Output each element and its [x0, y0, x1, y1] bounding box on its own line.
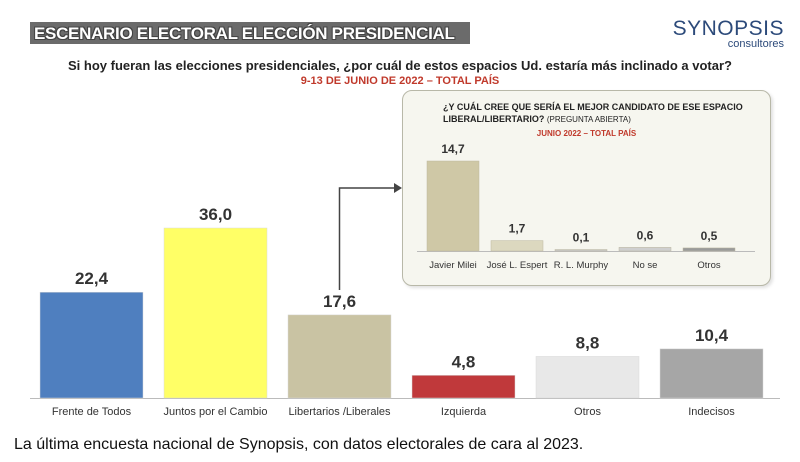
data-label: 8,8 [576, 333, 600, 352]
title-banner-text: ESCENARIO ELECTORAL ELECCIÓN PRESIDENCIA… [34, 24, 455, 43]
survey-dates: 9-13 DE JUNIO DE 2022 – TOTAL PAÍS [300, 75, 500, 87]
survey-question: Si hoy fueran las elecciones presidencia… [68, 58, 732, 73]
brand-subtitle: consultores [727, 38, 784, 50]
inset-data-label: 0,5 [701, 229, 718, 243]
inset-bar-chart: 14,7 Javier Milei 1,7 José L. Espert 0,1 R. L… [417, 142, 755, 271]
category-label: Juntos por el Cambio [164, 406, 268, 418]
inset-data-label: 1,7 [509, 222, 526, 236]
inset-category-label: R. L. Murphy [554, 260, 609, 271]
data-label: 22,4 [75, 269, 109, 288]
title-banner [30, 22, 470, 44]
bar [287, 314, 392, 399]
inset-data-label: 0,6 [637, 228, 654, 242]
data-label: 4,8 [452, 352, 476, 371]
data-label: 36,0 [199, 205, 232, 224]
bar [535, 356, 640, 399]
inset-dates: JUNIO 2022 – TOTAL PAÍS [536, 129, 637, 138]
inset-question: ¿Y CUÁL CREE QUE SERÍA EL MEJOR CANDIDAT… [443, 101, 743, 126]
inset-data-label: 0,1 [573, 231, 590, 245]
bar [659, 348, 764, 399]
data-label: 10,4 [695, 326, 729, 345]
inset-question-note: (PREGUNTA ABIERTA) [546, 115, 631, 124]
category-label: Izquierda [441, 406, 487, 418]
bar [163, 227, 268, 399]
photo-caption: La última encuesta nacional de Synopsis,… [14, 436, 584, 453]
inset-bar [490, 240, 544, 252]
inset-category-label: Otros [697, 260, 720, 271]
inset-question-text: ¿Y CUÁL CREE QUE SERÍA EL MEJOR CANDIDAT… [443, 102, 743, 124]
category-label: Otros [574, 406, 601, 418]
bar [411, 375, 516, 399]
inset-bar [618, 247, 672, 252]
inset-category-label: Javier Milei [429, 260, 477, 271]
arrow-head-icon [394, 183, 402, 193]
brand-name: SYNOPSIS [672, 17, 784, 40]
brand-logo: SYNOPSIS consultores [672, 17, 784, 51]
inset-panel: ¿Y CUÁL CREE QUE SERÍA EL MEJOR CANDIDAT… [402, 90, 771, 286]
inset-data-label: 14,7 [441, 142, 465, 156]
inset-bar [682, 247, 736, 252]
inset-bar [426, 160, 480, 252]
inset-bar [554, 249, 608, 252]
inset-category-label: No se [633, 260, 658, 271]
bar [39, 291, 144, 399]
category-label: Frente de Todos [52, 406, 132, 418]
connector-line [338, 187, 395, 290]
inset-category-label: José L. Espert [487, 260, 548, 271]
category-label: Libertarios /Liberales [288, 406, 391, 418]
data-label: 17,6 [323, 292, 356, 311]
category-label: Indecisos [688, 406, 735, 418]
